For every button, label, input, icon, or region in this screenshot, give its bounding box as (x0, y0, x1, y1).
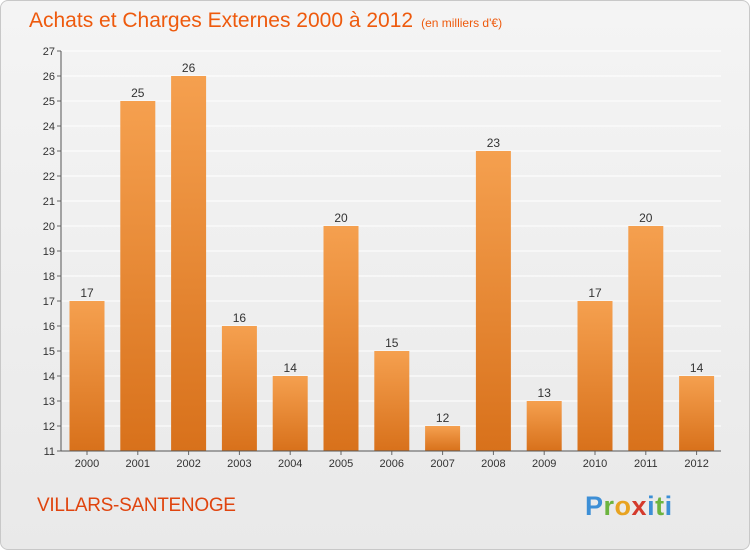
y-tick-label: 14 (43, 371, 55, 383)
x-tick-label: 2000 (75, 458, 99, 470)
bar-2000 (69, 301, 105, 451)
y-tick-label: 16 (43, 321, 55, 333)
bar-2005 (323, 226, 359, 451)
bar-value-label: 14 (284, 361, 298, 375)
bar-value-label: 26 (182, 61, 196, 75)
bar-value-label: 12 (436, 411, 450, 425)
x-tick-label: 2010 (583, 458, 607, 470)
commune-name: VILLARS-SANTENOGE (37, 495, 236, 516)
y-tick-label: 20 (43, 221, 55, 233)
bar-2007 (425, 426, 461, 451)
x-tick-label: 2009 (532, 458, 556, 470)
x-tick-label: 2005 (329, 458, 353, 470)
y-tick-label: 17 (43, 296, 55, 308)
y-tick-label: 13 (43, 396, 55, 408)
y-tick-label: 24 (43, 121, 55, 133)
proxiti-logo: Proxiti (585, 491, 673, 521)
x-tick-label: 2001 (126, 458, 150, 470)
x-tick-label: 2008 (481, 458, 505, 470)
bar-value-label: 15 (385, 336, 399, 350)
y-tick-label: 15 (43, 346, 55, 358)
y-tick-label: 22 (43, 171, 55, 183)
bar-2011 (628, 226, 664, 451)
x-tick-label: 2002 (176, 458, 200, 470)
bar-value-label: 20 (334, 211, 348, 225)
x-tick-label: 2011 (634, 458, 658, 470)
bar-value-label: 17 (588, 286, 602, 300)
x-tick-label: 2003 (227, 458, 251, 470)
bar-value-label: 16 (233, 311, 247, 325)
y-tick-label: 11 (44, 446, 55, 458)
y-tick-label: 23 (43, 146, 55, 158)
bar-2010 (577, 301, 613, 451)
y-tick-label: 18 (43, 271, 55, 283)
bar-2012 (679, 376, 715, 451)
y-tick-label: 21 (43, 196, 55, 208)
bar-value-label: 17 (80, 286, 94, 300)
x-tick-label: 2012 (684, 458, 708, 470)
y-tick-label: 27 (43, 46, 55, 58)
title-text: Achats et Charges Externes 2000 à 2012 (29, 9, 414, 32)
bar-value-label: 14 (690, 361, 704, 375)
y-tick-label: 19 (43, 246, 55, 258)
bar-2004 (272, 376, 308, 451)
bar-value-label: 13 (538, 386, 552, 400)
bar-2002 (171, 76, 207, 451)
y-tick-label: 26 (43, 71, 55, 83)
bar-2008 (475, 151, 511, 451)
bar-2003 (221, 326, 257, 451)
bar-value-label: 20 (639, 211, 653, 225)
bars: 17 25 26 16 14 20 15 12 23 13 17 20 14 (69, 61, 715, 451)
x-tick-label: 2006 (380, 458, 404, 470)
axes: 11 12 13 14 15 16 17 18 19 20 21 22 23 24 25 26 27 2000 20… (43, 46, 721, 470)
bar-2001 (120, 101, 156, 451)
bar-2009 (526, 401, 562, 451)
bar-2006 (374, 351, 410, 451)
y-tick-label: 25 (43, 96, 55, 108)
bar-value-label: 25 (131, 86, 145, 100)
chart-title: Achats et Charges Externes 2000 à 2012 (e… (29, 9, 502, 33)
y-tick-label: 12 (43, 421, 55, 433)
bar-value-label: 23 (487, 136, 501, 150)
chart-subtitle: (en milliers d'€) (421, 16, 503, 30)
x-tick-label: 2004 (278, 458, 302, 470)
x-tick-label: 2007 (430, 458, 454, 470)
